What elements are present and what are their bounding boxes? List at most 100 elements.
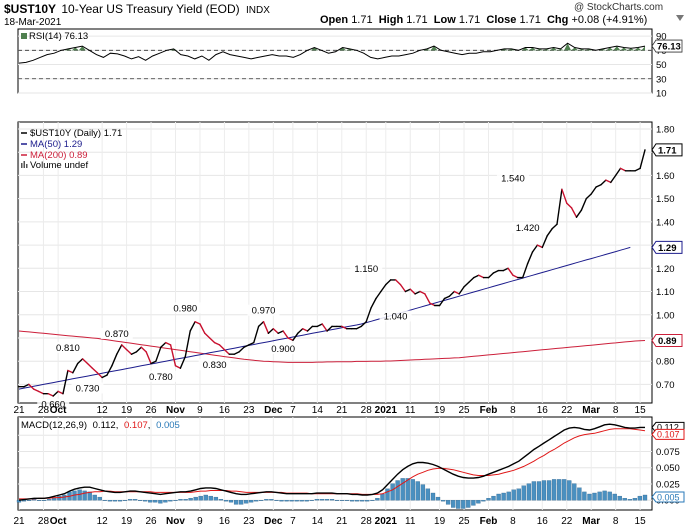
price-segment	[120, 344, 128, 351]
price-segment	[23, 383, 30, 388]
macd-hist-bar	[521, 485, 526, 501]
macd-hist-bar	[314, 499, 320, 501]
macd-hist-bar	[183, 499, 188, 501]
x-tick-label: 14	[312, 405, 324, 416]
macd-x-tick-label: 12	[97, 516, 109, 527]
price-tick-label: 0.70	[656, 380, 675, 391]
price-annotation: 0.900	[271, 344, 295, 355]
macd-hist-bar	[476, 500, 481, 504]
price-segment	[634, 167, 641, 172]
x-tick-label: 21	[336, 405, 348, 416]
rsi-tick-label: 10	[656, 89, 667, 100]
x-tick-label: 2021	[375, 405, 398, 416]
macd-panel-frame	[17, 416, 653, 511]
macd-hist-bar	[587, 493, 592, 501]
price-segment	[566, 202, 573, 209]
macd-hist-bar	[567, 480, 572, 501]
macd-x-axis: 21 28 Oct 12 19 26 Nov 9 16 23 Dec 7 14 21 28 2021 11 19 2…	[13, 516, 646, 527]
annotation-bg	[511, 222, 544, 234]
macd-hist-bar	[597, 491, 602, 501]
macd-x-tick-label: 19	[121, 516, 133, 527]
price-segment	[526, 251, 534, 265]
macd-line	[18, 423, 645, 501]
macd-hist-bar	[496, 493, 501, 501]
macd-hist-bar	[390, 483, 395, 501]
macd-hist-bar	[127, 499, 133, 501]
price-segment	[116, 344, 123, 355]
macd-hist-bar	[551, 479, 557, 501]
macd-hist-bar	[577, 487, 582, 501]
macd-hist-bar	[158, 500, 163, 504]
macd-hist-bar	[622, 498, 627, 501]
macd-hist-bar	[425, 488, 431, 501]
macd-x-tick-label: 21	[336, 516, 348, 527]
price-segment	[47, 393, 54, 397]
x-tick-label: 9	[197, 405, 203, 416]
price-segment	[321, 323, 328, 332]
price-annotation: 0.870	[105, 329, 129, 340]
annotation-bg	[350, 262, 383, 274]
price-segment	[478, 274, 485, 279]
macd-legend-hist: 0.005	[156, 420, 180, 431]
x-tick-label: 26	[145, 405, 157, 416]
price-annotation: 0.980	[173, 303, 197, 314]
macd-hist-bar	[329, 499, 335, 501]
macd-hist-bar	[218, 499, 224, 501]
macd-hist-bar	[395, 480, 400, 501]
annotation-bg	[169, 302, 202, 314]
price-segment	[257, 321, 265, 328]
price-segment	[355, 325, 362, 330]
price-segment	[292, 332, 299, 341]
rsi-tick-label: 30	[656, 74, 667, 85]
price-panel: 0.660 0.810 0.730 0.870 0.780 0.980 0.830 0.970…	[17, 121, 683, 411]
price-segment	[106, 365, 113, 376]
rsi-panel: 9070503010 RSI(14) 76.13 76.13	[17, 28, 683, 100]
x-tick-label: Oct	[50, 405, 67, 416]
macd-tick-label: 0.025	[656, 479, 680, 490]
price-tick-label: 1.60	[656, 171, 675, 182]
price-last-value: 1.29	[658, 243, 677, 254]
triangle-down-icon[interactable]	[676, 15, 684, 21]
macd-hist-bar	[264, 499, 269, 501]
macd-x-tick-label: Mar	[582, 516, 600, 527]
macd-hist-bar	[451, 500, 456, 508]
macd-hist-bar	[365, 500, 370, 502]
price-segment	[570, 207, 578, 218]
macd-hist-bar	[400, 478, 405, 501]
price-segment	[424, 293, 431, 304]
macd-legend-sep-2: ,	[148, 420, 151, 431]
price-tick-label: 1.40	[656, 217, 675, 228]
macd-hist-bar	[642, 494, 648, 501]
macd-hist-bar	[531, 481, 537, 501]
macd-hist-bar	[562, 479, 567, 501]
macd-hist-bar	[87, 491, 92, 501]
macd-hist-bar	[339, 500, 345, 501]
price-segment	[429, 302, 436, 307]
x-tick-label: 11	[405, 405, 416, 416]
price-segment	[130, 351, 138, 355]
macd-x-tick-label: 25	[458, 516, 470, 527]
macd-hist-bar	[541, 480, 547, 501]
price-segment	[522, 263, 529, 279]
price-segment	[184, 330, 191, 358]
annotation-bg	[71, 382, 104, 394]
macd-hist-bar	[557, 479, 562, 501]
price-segment	[536, 244, 543, 249]
x-tick-label: 19	[434, 405, 446, 416]
annotation-bg	[100, 327, 133, 339]
macd-hist-bar	[334, 500, 340, 501]
price-segment	[189, 321, 196, 332]
macd-hist-bar	[405, 478, 410, 501]
macd-hist-bar	[178, 499, 183, 501]
macd-x-tick-label: 8	[613, 516, 619, 527]
price-annotation: 0.730	[76, 383, 100, 394]
price-segment	[326, 325, 333, 332]
price-segment	[52, 390, 59, 397]
macd-last-value: 0.112	[657, 423, 679, 433]
x-tick-label: 22	[561, 405, 573, 416]
price-segment	[414, 290, 421, 295]
macd-hist-bar	[82, 490, 87, 501]
chg-value: +0.08 (+4.91%)	[571, 14, 648, 26]
symbol-title: $UST10Y 10-Year US Treasury Yield (EOD) …	[4, 2, 270, 16]
